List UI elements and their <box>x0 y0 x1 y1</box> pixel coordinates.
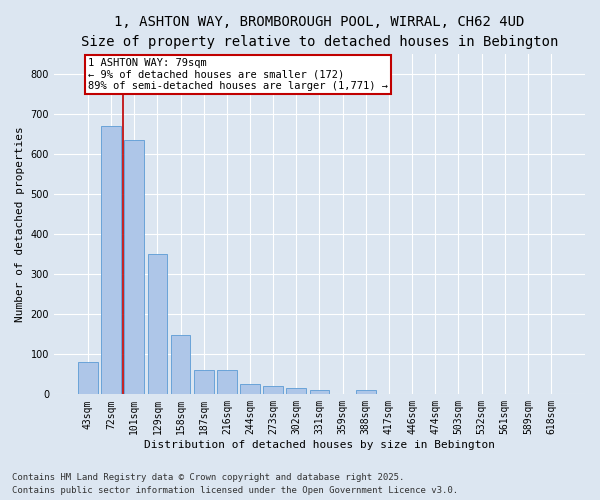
Bar <box>286 388 306 394</box>
Bar <box>217 370 236 394</box>
Bar <box>101 126 121 394</box>
Bar <box>148 254 167 394</box>
X-axis label: Distribution of detached houses by size in Bebington: Distribution of detached houses by size … <box>144 440 495 450</box>
Bar <box>240 384 260 394</box>
Bar <box>194 370 214 394</box>
Bar <box>124 140 144 394</box>
Text: Contains HM Land Registry data © Crown copyright and database right 2025.
Contai: Contains HM Land Registry data © Crown c… <box>12 474 458 495</box>
Bar <box>170 335 190 394</box>
Y-axis label: Number of detached properties: Number of detached properties <box>15 126 25 322</box>
Bar <box>310 390 329 394</box>
Bar <box>356 390 376 394</box>
Text: 1 ASHTON WAY: 79sqm
← 9% of detached houses are smaller (172)
89% of semi-detach: 1 ASHTON WAY: 79sqm ← 9% of detached hou… <box>88 58 388 91</box>
Bar <box>263 386 283 394</box>
Bar <box>78 362 98 394</box>
Title: 1, ASHTON WAY, BROMBOROUGH POOL, WIRRAL, CH62 4UD
Size of property relative to d: 1, ASHTON WAY, BROMBOROUGH POOL, WIRRAL,… <box>81 15 558 48</box>
